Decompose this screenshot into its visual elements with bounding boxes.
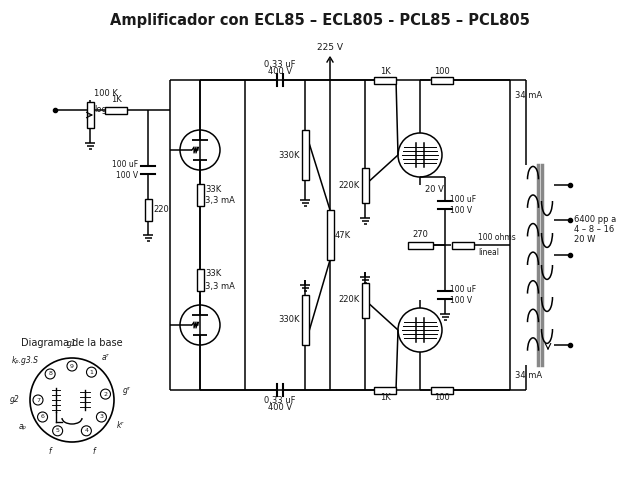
Text: 33K: 33K xyxy=(205,269,221,278)
Text: 33K: 33K xyxy=(205,184,221,193)
Text: g2: g2 xyxy=(10,396,20,405)
Text: gᵀ: gᵀ xyxy=(124,386,131,396)
Bar xyxy=(431,76,453,84)
Text: 20 V: 20 V xyxy=(425,185,444,194)
Text: f: f xyxy=(49,447,51,456)
Text: 4: 4 xyxy=(84,428,88,433)
Bar xyxy=(196,184,204,206)
Text: 100 uF
100 V: 100 uF 100 V xyxy=(112,160,138,180)
Bar xyxy=(326,210,333,260)
Text: 100 ohms: 100 ohms xyxy=(478,233,516,242)
Bar xyxy=(408,241,433,249)
Text: aₚ: aₚ xyxy=(19,421,27,431)
Text: lineal: lineal xyxy=(478,248,499,257)
Text: f: f xyxy=(93,447,95,456)
Text: 0,33 uF: 0,33 uF xyxy=(264,60,296,69)
Text: 1K: 1K xyxy=(380,68,390,76)
Text: 6400 pp a: 6400 pp a xyxy=(574,216,616,225)
Text: 220: 220 xyxy=(153,205,169,215)
Text: 0,33 uF: 0,33 uF xyxy=(264,396,296,405)
Text: aᵀ: aᵀ xyxy=(102,353,109,362)
Text: 220K: 220K xyxy=(339,296,360,304)
Bar xyxy=(362,168,369,203)
Text: Diagrama de la base: Diagrama de la base xyxy=(21,338,123,348)
Text: 6: 6 xyxy=(40,415,45,420)
Bar xyxy=(86,102,93,128)
Text: 47K: 47K xyxy=(335,230,351,240)
Bar xyxy=(374,386,396,394)
Text: 4 – 8 – 16: 4 – 8 – 16 xyxy=(574,226,614,235)
Text: 34 mA: 34 mA xyxy=(515,371,542,380)
Text: 100 uF
100 V: 100 uF 100 V xyxy=(450,195,476,215)
Text: 220K: 220K xyxy=(339,180,360,190)
Text: 1: 1 xyxy=(90,370,93,375)
Bar xyxy=(145,199,152,221)
Bar xyxy=(431,386,453,394)
Text: 100 K: 100 K xyxy=(94,89,118,98)
Text: kᵀ: kᵀ xyxy=(117,421,124,431)
Text: 100: 100 xyxy=(434,68,450,76)
Bar xyxy=(452,241,474,249)
Text: 1K: 1K xyxy=(111,95,122,104)
Text: 330K: 330K xyxy=(278,315,300,324)
Text: 2: 2 xyxy=(104,392,108,396)
Bar xyxy=(362,283,369,317)
Text: 7: 7 xyxy=(36,397,40,403)
Text: 225 V: 225 V xyxy=(317,43,343,51)
Text: 20 W: 20 W xyxy=(574,236,595,244)
Text: 100: 100 xyxy=(434,394,450,403)
Text: 3,3 mA: 3,3 mA xyxy=(205,281,235,290)
Text: 9: 9 xyxy=(70,363,74,369)
Text: 270: 270 xyxy=(412,230,428,239)
Text: g1: g1 xyxy=(67,339,77,348)
Text: 1K: 1K xyxy=(380,394,390,403)
Text: Amplificador con ECL85 – ECL805 - PCL85 – PCL805: Amplificador con ECL85 – ECL805 - PCL85 … xyxy=(110,12,530,27)
Text: 330K: 330K xyxy=(278,151,300,159)
Text: 400 V: 400 V xyxy=(268,68,292,76)
Text: log: log xyxy=(94,105,107,114)
Text: 100 uF
100 V: 100 uF 100 V xyxy=(450,285,476,305)
Text: 34 mA: 34 mA xyxy=(515,91,542,99)
Text: kₚ.g3.S: kₚ.g3.S xyxy=(12,356,38,365)
Bar xyxy=(105,107,127,113)
Bar xyxy=(374,76,396,84)
Bar xyxy=(301,130,308,180)
Text: 5: 5 xyxy=(56,428,60,433)
Bar xyxy=(196,269,204,291)
Text: 400 V: 400 V xyxy=(268,404,292,412)
Bar xyxy=(301,295,308,345)
Text: 3: 3 xyxy=(99,415,104,420)
Text: 3,3 mA: 3,3 mA xyxy=(205,196,235,205)
Text: 8: 8 xyxy=(48,372,52,376)
